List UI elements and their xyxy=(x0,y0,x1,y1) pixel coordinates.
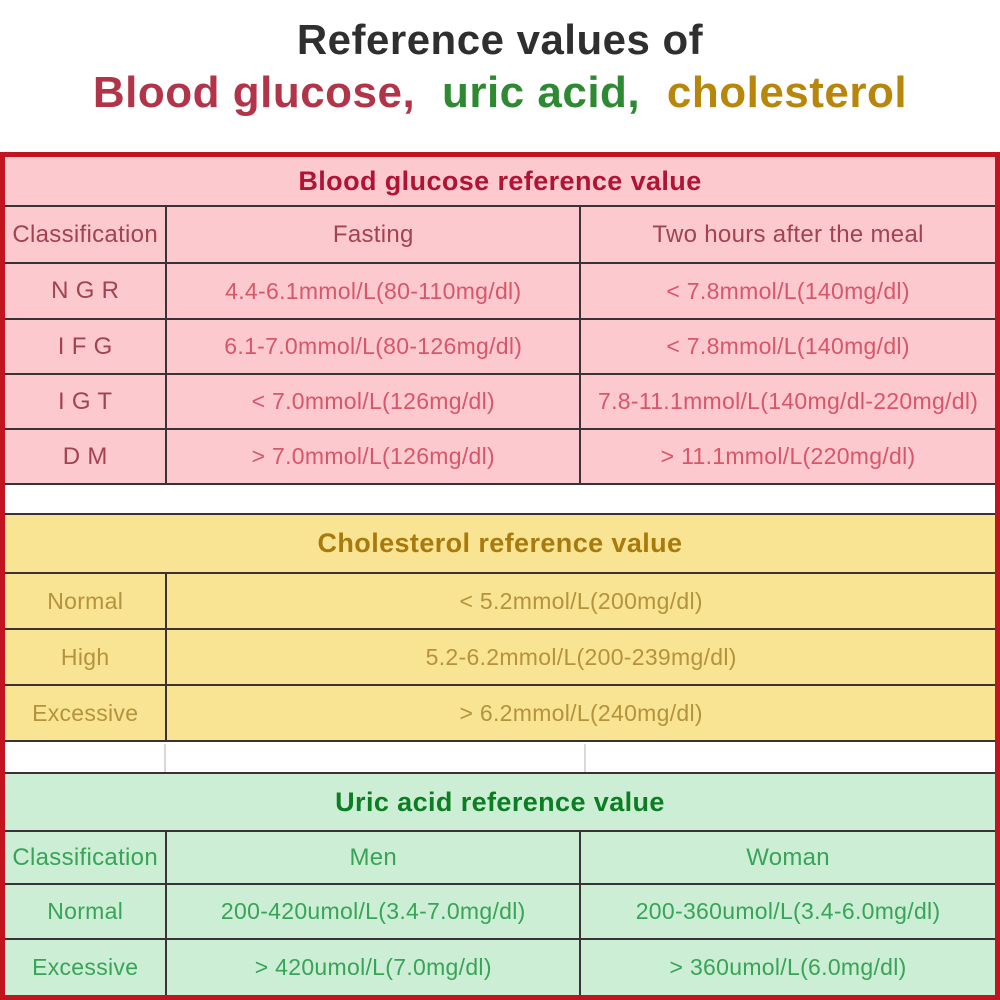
table-cell: Excessive xyxy=(32,954,139,980)
header-cell-woman: Woman xyxy=(579,832,995,883)
table-cell: > 7.0mmol/L(126mg/dl) xyxy=(165,430,579,483)
table-cell: < 7.8mmol/L(140mg/dl) xyxy=(579,264,995,318)
title-segment-cholesterol: cholesterol xyxy=(666,68,908,117)
table-row-cholesterol-excessive: Excessive > 6.2mmol/L(240mg/dl) xyxy=(5,684,995,740)
page-title: Reference values of Blood glucose, uric … xyxy=(0,0,1000,152)
table-cell: > 11.1mmol/L(220mg/dl) xyxy=(579,430,995,483)
title-segment-uric-acid: uric acid, xyxy=(441,68,641,117)
uric-acid-table-title-row: Uric acid reference value xyxy=(5,772,995,830)
table-cell: < 7.0mmol/L(126mg/dl) xyxy=(165,375,579,428)
header-cell-classification: Classification xyxy=(12,843,158,871)
uric-acid-header-row: Classification Men Woman xyxy=(5,830,995,883)
table-row-cholesterol-high: High 5.2-6.2mmol/L(200-239mg/dl) xyxy=(5,628,995,684)
table-cell: < 7.8mmol/L(140mg/dl) xyxy=(579,320,995,373)
table-cell: D M xyxy=(62,442,108,470)
separator-row xyxy=(5,483,995,513)
blood-glucose-table-title-row: Blood glucose reference value xyxy=(5,157,995,205)
table-row-ifg: I F G 6.1-7.0mmol/L(80-126mg/dl) < 7.8mm… xyxy=(5,318,995,373)
table-cell: 7.8-11.1mmol/L(140mg/dl-220mg/dl) xyxy=(579,375,995,428)
table-row-dm: D M > 7.0mmol/L(126mg/dl) > 11.1mmol/L(2… xyxy=(5,428,995,483)
table-cell: > 420umol/L(7.0mg/dl) xyxy=(165,940,579,995)
reference-tables-board: Blood glucose reference value Classifica… xyxy=(0,152,1000,1000)
table-row-uric-normal: Normal 200-420umol/L(3.4-7.0mg/dl) 200-3… xyxy=(5,883,995,938)
table-row-uric-excessive: Excessive > 420umol/L(7.0mg/dl) > 360umo… xyxy=(5,938,995,995)
blood-glucose-header-row: Classification Fasting Two hours after t… xyxy=(5,205,995,262)
table-cell: Excessive xyxy=(32,699,139,726)
header-cell-two-hours-after-meal: Two hours after the meal xyxy=(579,207,995,262)
table-row-ngr: N G R 4.4-6.1mmol/L(80-110mg/dl) < 7.8mm… xyxy=(5,262,995,318)
header-cell-fasting: Fasting xyxy=(165,207,579,262)
table-cell: > 6.2mmol/L(240mg/dl) xyxy=(165,686,995,740)
table-row-igt: I G T < 7.0mmol/L(126mg/dl) 7.8-11.1mmol… xyxy=(5,373,995,428)
table-cell: 200-420umol/L(3.4-7.0mg/dl) xyxy=(165,885,579,938)
header-cell-men: Men xyxy=(165,832,579,883)
cholesterol-table-title: Cholesterol reference value xyxy=(317,528,683,558)
table-cell: I G T xyxy=(57,387,113,415)
table-cell: < 5.2mmol/L(200mg/dl) xyxy=(165,574,995,628)
page-title-line2: Blood glucose, uric acid, cholesterol xyxy=(0,68,1000,118)
table-cell: 6.1-7.0mmol/L(80-126mg/dl) xyxy=(165,320,579,373)
separator-row xyxy=(5,740,995,772)
uric-acid-table-title: Uric acid reference value xyxy=(335,786,665,817)
table-row-cholesterol-normal: Normal < 5.2mmol/L(200mg/dl) xyxy=(5,572,995,628)
table-cell: Normal xyxy=(47,587,124,614)
blood-glucose-table-title: Blood glucose reference value xyxy=(298,165,702,196)
table-cell: Normal xyxy=(47,898,124,924)
table-cell: N G R xyxy=(51,277,120,304)
table-cell: High xyxy=(60,643,110,670)
cholesterol-table-title-row: Cholesterol reference value xyxy=(5,513,995,572)
page-title-line1: Reference values of xyxy=(296,16,704,63)
table-cell: > 360umol/L(6.0mg/dl) xyxy=(579,940,995,995)
title-segment-blood-glucose: Blood glucose, xyxy=(92,68,416,117)
header-cell-classification: Classification xyxy=(12,220,158,248)
table-cell: 5.2-6.2mmol/L(200-239mg/dl) xyxy=(165,630,995,684)
table-cell: 200-360umol/L(3.4-6.0mg/dl) xyxy=(579,885,995,938)
table-cell: 4.4-6.1mmol/L(80-110mg/dl) xyxy=(165,264,579,318)
table-cell: I F G xyxy=(57,332,113,360)
